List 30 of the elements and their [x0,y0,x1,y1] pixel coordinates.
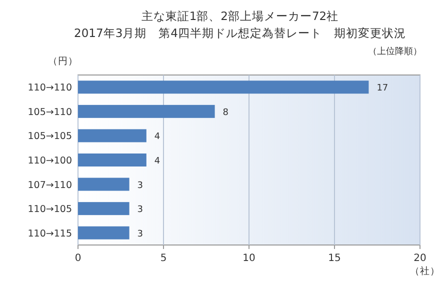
y-tick-label: 105→105 [28,131,72,142]
y-tick-label: 110→105 [28,204,72,216]
data-label: 3 [137,229,144,240]
x-tick-label: 15 [328,253,341,264]
data-label: 4 [154,156,160,166]
data-label: 3 [137,205,144,216]
y-tick-label: 107→110 [28,180,72,191]
bar [78,202,130,216]
bar [78,178,130,191]
data-label: 17 [376,84,388,94]
y-tick-label: 110→115 [28,228,72,240]
x-axis-title: （社） [410,265,440,277]
bar [78,154,146,166]
bar [78,226,130,240]
chart-title: 主な東証1部、2部上場メーカー72社 2017年3月期 第4四半期ドル想定為替レート 期初変更状況 [74,9,406,40]
x-tick-label: 5 [160,253,167,264]
y-tick-label: 105→110 [28,106,72,118]
x-tick-label: 20 [414,253,426,264]
y-tick-label: 110→110 [28,82,72,94]
bar [78,104,215,118]
y-tick-label: 110→100 [28,156,72,166]
chart-subtitle: （上位降順） [368,46,422,57]
bar [78,129,146,142]
x-tick-label: 0 [74,253,82,264]
x-tick-label: 10 [242,253,256,264]
bar [78,80,369,94]
y-axis-title: （円） [48,56,78,67]
data-label: 4 [154,132,160,142]
data-label: 3 [137,180,144,191]
data-label: 8 [222,108,229,118]
